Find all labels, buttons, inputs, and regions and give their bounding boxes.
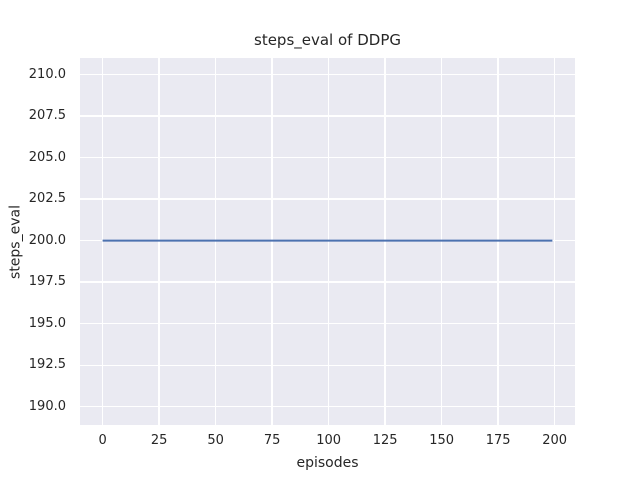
gridline-horizontal: [80, 156, 575, 159]
gridline-vertical: [553, 58, 556, 425]
gridline-vertical: [101, 58, 104, 425]
y-tick-label: 205.0: [28, 149, 66, 165]
gridline-horizontal: [80, 406, 575, 408]
x-tick-label: 150: [429, 433, 455, 448]
gridline-horizontal: [80, 323, 575, 325]
x-tick-label: 0: [98, 433, 107, 448]
gridline-horizontal: [80, 115, 575, 117]
x-axis-label: episodes: [296, 455, 359, 471]
gridline-horizontal: [80, 281, 575, 283]
x-tick-label: 100: [316, 433, 342, 448]
gridline-horizontal: [80, 198, 575, 200]
x-tick-label: 75: [263, 433, 281, 448]
x-tick-label: 125: [372, 433, 398, 448]
y-tick-label: 210.0: [28, 66, 66, 82]
y-tick-label: 207.5: [28, 108, 66, 124]
series-canvas: [102, 239, 553, 242]
y-tick-label: 192.5: [28, 357, 66, 373]
y-tick-label: 195.0: [28, 315, 66, 331]
x-tick-label: 50: [207, 433, 224, 448]
gridline-horizontal: [80, 364, 575, 366]
chart-title: steps_eval of DDPG: [254, 31, 401, 49]
y-tick-label: 200.0: [28, 232, 66, 248]
x-tick-label: 200: [542, 433, 568, 448]
y-tick-label: 202.5: [28, 191, 66, 207]
y-tick-label: 197.5: [28, 274, 66, 290]
gridline-horizontal: [80, 73, 575, 76]
x-tick-label: 25: [150, 433, 168, 448]
x-tick-label: 175: [485, 433, 511, 448]
plot-area: [80, 58, 575, 425]
y-tick-label: 190.0: [28, 398, 66, 414]
